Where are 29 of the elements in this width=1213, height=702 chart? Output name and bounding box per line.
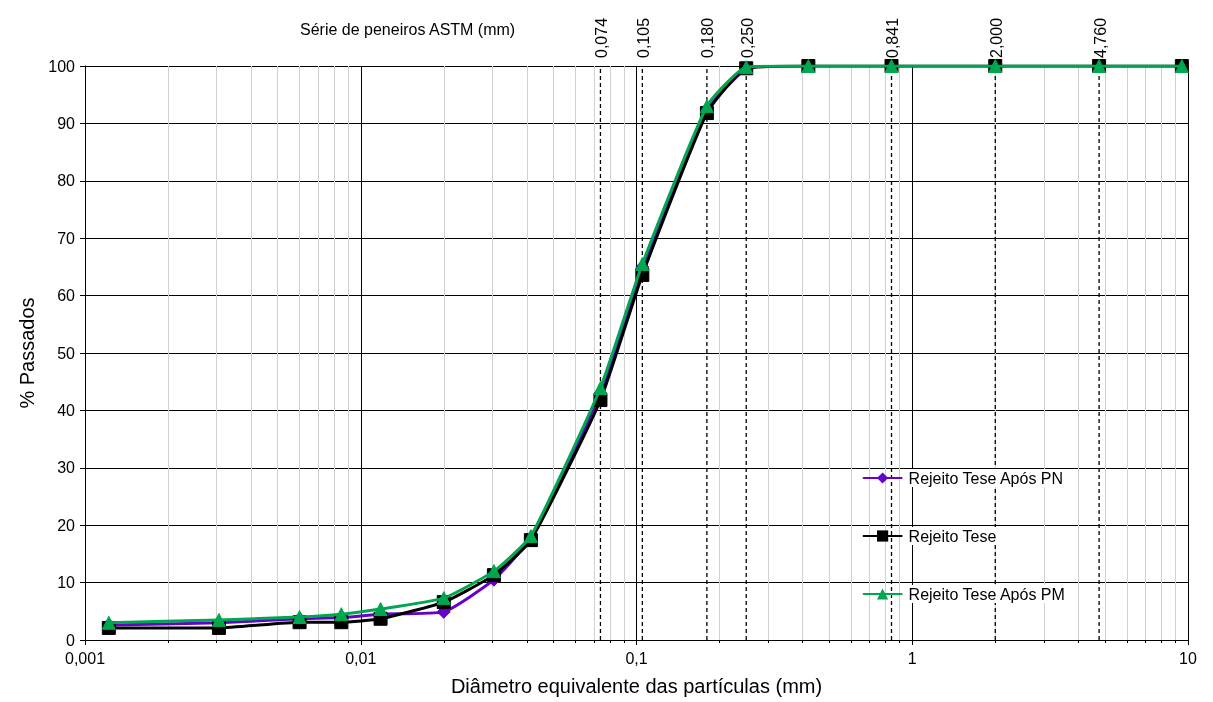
y-tick-label: 30: [57, 459, 76, 477]
y-tick-label: 100: [48, 57, 76, 75]
x-tick-label: 1: [907, 649, 917, 667]
ref-line-label: 0,105: [634, 17, 652, 58]
ref-line-label: 0,074: [592, 17, 610, 58]
y-tick-label: 40: [57, 401, 76, 419]
ref-line-label: 0,250: [738, 17, 756, 58]
y-axis-title: % Passados: [16, 297, 38, 409]
legend-label: Rejeito Tese: [908, 527, 997, 545]
x-tick-label: 10: [1179, 649, 1197, 667]
x-tick-label: 0,01: [345, 649, 377, 667]
ref-line-label: 2,000: [987, 17, 1005, 58]
y-tick-label: 90: [57, 114, 76, 132]
y-tick-label: 70: [57, 229, 76, 247]
legend-label: Rejeito Tese Após PM: [908, 585, 1065, 603]
chart-title: Série de peneiros ASTM (mm): [300, 20, 516, 38]
y-tick-label: 50: [57, 344, 76, 362]
y-tick-label: 20: [57, 516, 76, 534]
ref-line-label: 4,760: [1091, 17, 1109, 58]
legend-label: Rejeito Tese Após PN: [908, 469, 1064, 487]
x-tick-label: 0,1: [625, 649, 648, 667]
y-tick-label: 60: [57, 287, 76, 305]
y-tick-label: 0: [66, 631, 76, 649]
x-axis-title: Diâmetro equivalente das partículas (mm): [450, 675, 823, 697]
y-tick-label: 10: [57, 574, 76, 592]
ref-line-label: 0,180: [699, 17, 717, 58]
ref-line-label: 0,841: [884, 17, 902, 58]
x-tick-label: 0,001: [64, 649, 106, 667]
y-tick-label: 80: [57, 172, 76, 190]
